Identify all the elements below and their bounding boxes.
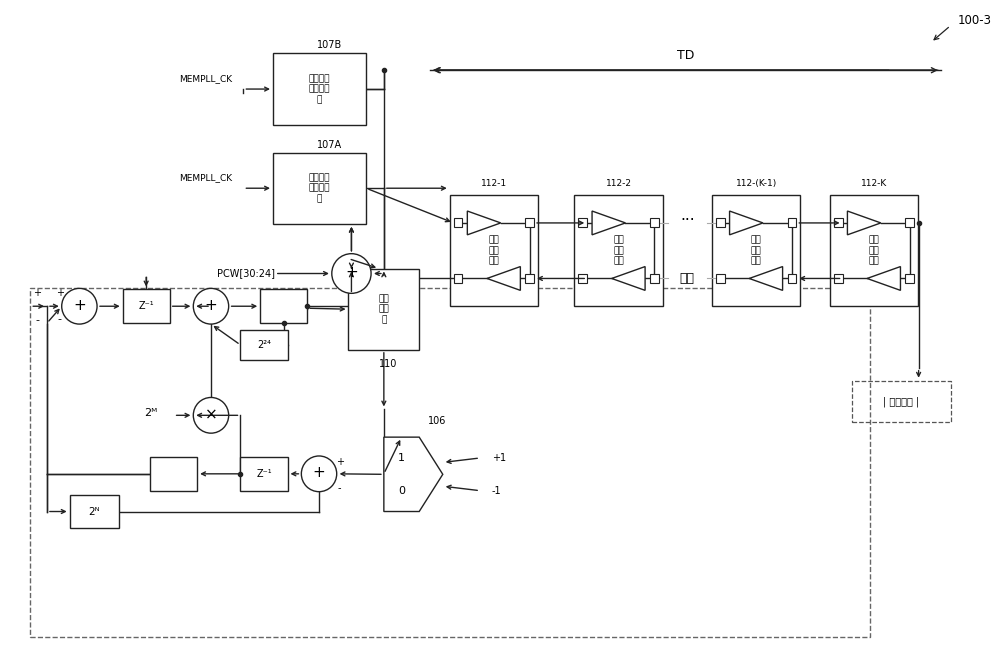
Polygon shape bbox=[847, 211, 881, 235]
Text: +1: +1 bbox=[492, 453, 506, 463]
Bar bbox=[905, 274, 914, 283]
Text: +: + bbox=[336, 457, 344, 467]
Text: +: + bbox=[56, 289, 64, 299]
Bar bbox=[578, 274, 587, 283]
Text: TD: TD bbox=[677, 49, 694, 62]
Circle shape bbox=[193, 289, 229, 324]
Text: 112-K: 112-K bbox=[861, 179, 887, 188]
Polygon shape bbox=[867, 267, 900, 291]
Circle shape bbox=[193, 397, 229, 433]
Text: 时钟
缓冲
器对: 时钟 缓冲 器对 bbox=[488, 236, 499, 266]
Bar bbox=[574, 195, 663, 306]
Text: ···: ··· bbox=[680, 214, 695, 228]
Bar bbox=[905, 218, 914, 227]
Polygon shape bbox=[749, 267, 783, 291]
Text: 时钟
缓冲
器对: 时钟 缓冲 器对 bbox=[751, 236, 761, 266]
Bar bbox=[834, 274, 843, 283]
Bar bbox=[240, 457, 288, 491]
Bar bbox=[650, 274, 659, 283]
Text: -1: -1 bbox=[492, 486, 502, 496]
Circle shape bbox=[301, 456, 337, 492]
Polygon shape bbox=[487, 267, 520, 291]
Bar bbox=[830, 195, 918, 306]
Text: 106: 106 bbox=[428, 416, 446, 426]
Bar bbox=[716, 274, 725, 283]
Text: ×: × bbox=[205, 408, 217, 423]
Polygon shape bbox=[384, 437, 443, 512]
Bar bbox=[578, 218, 587, 227]
Bar bbox=[716, 218, 725, 227]
Bar bbox=[525, 218, 534, 227]
Bar bbox=[260, 289, 307, 323]
Bar bbox=[150, 457, 197, 491]
Bar bbox=[852, 381, 951, 422]
Bar bbox=[454, 274, 462, 283]
Text: 107A: 107A bbox=[317, 140, 342, 150]
Text: 直接数字
合成子模
块: 直接数字 合成子模 块 bbox=[309, 74, 330, 104]
Bar bbox=[123, 289, 170, 323]
Bar bbox=[240, 330, 288, 360]
Bar bbox=[712, 195, 800, 306]
Bar bbox=[273, 152, 366, 224]
Text: 相位
检测
器: 相位 检测 器 bbox=[378, 295, 389, 324]
Text: MEMPLL_CK: MEMPLL_CK bbox=[180, 74, 233, 83]
Text: 107B: 107B bbox=[317, 41, 342, 50]
Bar bbox=[30, 289, 870, 637]
Text: 直接数字
合成子模
块: 直接数字 合成子模 块 bbox=[309, 173, 330, 203]
Text: +: + bbox=[345, 265, 358, 280]
Circle shape bbox=[332, 254, 371, 293]
Text: -: - bbox=[58, 314, 62, 324]
Text: 110: 110 bbox=[379, 359, 397, 369]
Bar bbox=[348, 269, 419, 350]
Text: 112-(K-1): 112-(K-1) bbox=[735, 179, 777, 188]
Text: 112-1: 112-1 bbox=[481, 179, 507, 188]
Bar bbox=[788, 274, 796, 283]
Polygon shape bbox=[592, 211, 625, 235]
Text: 〉〈: 〉〈 bbox=[680, 272, 695, 285]
Text: -: - bbox=[338, 483, 341, 493]
Bar bbox=[525, 274, 534, 283]
Text: 时钟
缓冲
器对: 时钟 缓冲 器对 bbox=[613, 236, 624, 266]
Text: Z⁻¹: Z⁻¹ bbox=[256, 469, 272, 479]
Bar bbox=[70, 494, 119, 528]
Text: | 物理电路 |: | 物理电路 | bbox=[883, 396, 920, 407]
Circle shape bbox=[62, 289, 97, 324]
Polygon shape bbox=[467, 211, 501, 235]
Text: +: + bbox=[73, 298, 86, 313]
Bar bbox=[450, 195, 538, 306]
Text: +: + bbox=[205, 298, 217, 313]
Text: PCW[30:24]: PCW[30:24] bbox=[217, 269, 275, 279]
Text: 112-2: 112-2 bbox=[606, 179, 632, 188]
Text: 100-3: 100-3 bbox=[957, 14, 991, 27]
Bar bbox=[454, 218, 462, 227]
Text: 0: 0 bbox=[398, 486, 405, 496]
Text: +: + bbox=[313, 466, 325, 480]
Text: 2ᴺ: 2ᴺ bbox=[88, 506, 100, 516]
Text: 2²⁴: 2²⁴ bbox=[257, 340, 271, 350]
Polygon shape bbox=[730, 211, 763, 235]
Bar bbox=[650, 218, 659, 227]
Text: 1: 1 bbox=[398, 453, 405, 463]
Text: MEMPLL_CK: MEMPLL_CK bbox=[180, 173, 233, 182]
Text: -: - bbox=[35, 315, 39, 325]
Text: 2ᴹ: 2ᴹ bbox=[144, 408, 157, 418]
Bar bbox=[834, 218, 843, 227]
Polygon shape bbox=[612, 267, 645, 291]
Text: +: + bbox=[33, 289, 41, 299]
Text: 时钟
缓冲
器对: 时钟 缓冲 器对 bbox=[869, 236, 879, 266]
Text: Z⁻¹: Z⁻¹ bbox=[138, 301, 154, 311]
Bar bbox=[273, 53, 366, 125]
Bar bbox=[788, 218, 796, 227]
